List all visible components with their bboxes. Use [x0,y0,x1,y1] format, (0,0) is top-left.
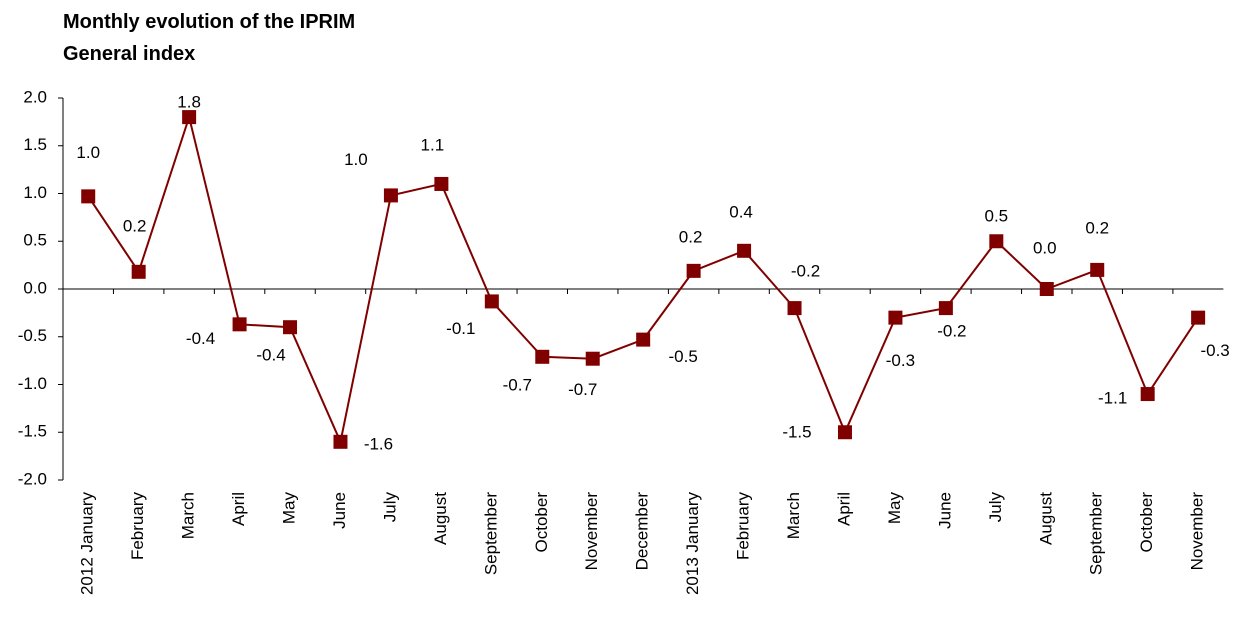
marker [787,301,802,316]
x-tick-label: April [229,492,248,526]
chart-title: Monthly evolution of the IPRIM General i… [63,11,356,65]
x-tick-label: July [986,492,1005,523]
series-line [87,113,1199,446]
x-tick-label: August [1036,492,1055,545]
x-tick-label: August [431,492,450,545]
x-tick-label: 2013 January [683,492,702,596]
data-label: 1.1 [421,135,445,154]
marker [888,310,903,325]
marker [535,349,550,364]
data-label: 1.8 [177,93,201,112]
data-label: 0.2 [1085,218,1109,237]
marker [182,110,197,125]
marker [585,351,600,366]
data-label: 1.0 [344,150,368,169]
marker [1191,310,1206,325]
data-label: 0.2 [679,227,703,246]
x-tick-label: December [633,492,652,571]
y-tick-label: 0.0 [23,278,47,297]
marker [232,317,247,332]
data-label: -1.1 [1098,389,1127,408]
data-label: -1.6 [364,434,393,453]
marker [283,320,298,335]
data-label: -0.4 [256,346,285,365]
data-label: -0.1 [446,319,475,338]
x-tick-label: September [1087,492,1106,575]
marker [989,234,1004,249]
x-tick-label: September [481,492,500,575]
x-tick-label: November [582,492,601,571]
y-tick-label: 1.0 [23,183,47,202]
x-tick-label: 2012 January [78,492,97,596]
data-label: 0.0 [1033,238,1057,257]
x-tick-label: October [1137,492,1156,553]
data-label: -0.7 [568,380,597,399]
marker [837,425,852,440]
x-tick-label: July [380,492,399,523]
marker [434,176,449,191]
x-tick-label: May [280,492,299,525]
data-label: -0.7 [503,375,532,394]
marker [686,263,701,278]
x-tick-label: February [128,492,147,561]
x-tick-label: October [532,492,551,553]
data-label: 0.2 [123,216,147,235]
marker [333,434,348,449]
marker [383,188,398,203]
data-label: -0.3 [1200,341,1229,360]
x-tick-label: June [330,492,349,529]
marker [81,189,96,204]
x-tick-label: March [784,492,803,539]
x-tick-label: March [179,492,198,539]
data-label: -0.2 [937,322,966,341]
data-label: -1.5 [782,423,811,442]
data-label: 1.0 [76,143,100,162]
marker [636,332,651,347]
marker [131,264,146,279]
y-tick-label: -1.5 [18,422,47,441]
x-tick-label: November [1188,492,1207,571]
x-tick-label: May [885,492,904,525]
marker [1140,387,1155,402]
marker [1039,282,1054,296]
marker [737,243,752,258]
marker [484,294,499,309]
marker [938,301,953,316]
data-label: -0.2 [791,262,820,281]
data-label: -0.3 [886,351,915,370]
y-tick-label: 2.0 [23,87,47,106]
y-tick-label: -2.0 [18,469,47,488]
y-tick-label: -0.5 [18,326,47,345]
x-tick-label: February [734,492,753,561]
y-tick-label: -1.0 [18,374,47,393]
x-tick-label: April [834,492,853,526]
x-tick-label: June [935,492,954,529]
data-label: -0.4 [186,329,215,348]
y-tick-label: 1.5 [23,135,47,154]
data-label: 0.5 [985,207,1009,226]
data-label: 0.4 [729,202,753,221]
data-label: -0.5 [669,347,698,366]
y-tick-label: 0.5 [23,231,47,250]
marker [1090,262,1105,277]
